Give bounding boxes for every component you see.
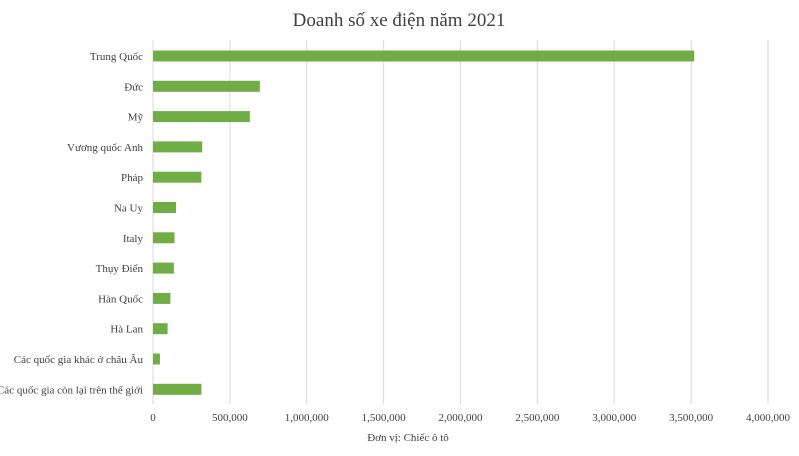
x-tick-label: 0 [150, 412, 156, 424]
bar [153, 383, 202, 395]
category-labels: Trung Quốc Đức Mỹ Vương quốc Anh Pháp Na Uy It… [0, 51, 144, 396]
bar [153, 141, 203, 153]
bar [153, 292, 171, 304]
bar [153, 50, 695, 62]
bar [153, 353, 160, 365]
x-axis-title: Đơn vị: Chiếc ô tô [367, 432, 449, 444]
gridlines [152, 40, 769, 404]
x-tick-label: 3,500,000 [669, 412, 714, 424]
category-label: Hàn Quốc [98, 293, 143, 305]
bar [153, 111, 250, 123]
bar [153, 232, 175, 244]
bars [153, 50, 695, 395]
category-label: Italy [123, 233, 144, 245]
bar [153, 323, 168, 335]
bar [153, 262, 174, 274]
x-tick-labels: 0 500,000 1,000,000 1,500,000 2,000,000 2,500… [150, 412, 790, 424]
bar [153, 171, 202, 183]
category-label: Pháp [121, 172, 144, 184]
category-label: Mỹ [128, 112, 144, 124]
x-tick-label: 4,000,000 [746, 412, 791, 424]
chart-title: Doanh số xe điện năm 2021 [293, 10, 506, 31]
category-label: Thụy Điển [96, 263, 144, 275]
x-tick-label: 1,500,000 [362, 412, 407, 424]
category-label: Na Uy [114, 203, 144, 215]
bar [153, 80, 260, 92]
category-label: Các quốc gia còn lại trên thế giới [0, 384, 143, 396]
category-label: Hà Lan [110, 324, 143, 336]
category-label: Trung Quốc [90, 51, 143, 63]
x-tick-label: 2,500,000 [515, 412, 560, 424]
x-tick-label: 500,000 [212, 412, 248, 424]
category-label: Vương quốc Anh [67, 142, 143, 154]
x-tick-label: 1,000,000 [285, 412, 330, 424]
x-tick-label: 3,000,000 [592, 412, 637, 424]
bar [153, 202, 177, 213]
category-label: Đức [124, 81, 143, 93]
category-label: Các quốc gia khác ở châu Âu [14, 354, 144, 366]
x-tick-label: 2,000,000 [439, 412, 484, 424]
